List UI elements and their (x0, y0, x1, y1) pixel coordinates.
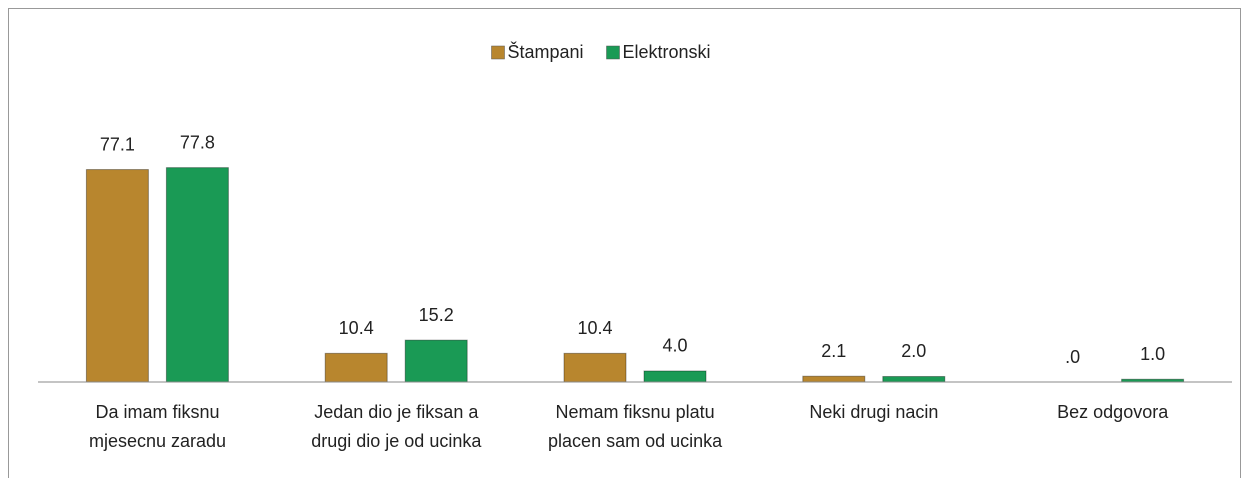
legend-swatch (491, 45, 505, 60)
data-label: 15.2 (419, 305, 454, 325)
bar (85, 169, 149, 383)
bar (563, 352, 627, 383)
bar (165, 167, 229, 383)
x-tick-label: Bez odgovora (1057, 402, 1169, 422)
x-tick-label: Jedan dio je fiksan a drugi dio je od uc… (311, 402, 482, 451)
data-label: 4.0 (662, 336, 687, 356)
data-label: 77.8 (180, 132, 215, 152)
bar (643, 370, 707, 383)
data-label: 2.0 (901, 341, 926, 361)
bar (324, 352, 388, 383)
data-label: .0 (1065, 347, 1080, 367)
x-tick-label: Nemam fiksnu platu placen sam od ucinka (548, 402, 723, 451)
data-label: 10.4 (577, 318, 612, 338)
frame (8, 8, 1241, 478)
legend-swatch (606, 45, 620, 60)
bar (802, 375, 866, 383)
bar (882, 375, 946, 383)
x-tick-label: Da imam fiksnu mjesecnu zaradu (88, 402, 227, 451)
data-label: 77.1 (100, 134, 135, 154)
bar (404, 339, 468, 383)
data-label: 10.4 (339, 318, 374, 338)
legend-label: Elektronski (623, 42, 711, 62)
legend-label: Štampani (508, 41, 584, 62)
data-label: 1.0 (1140, 344, 1165, 364)
data-label: 2.1 (821, 341, 846, 361)
x-tick-label: Neki drugi nacin (809, 402, 939, 422)
